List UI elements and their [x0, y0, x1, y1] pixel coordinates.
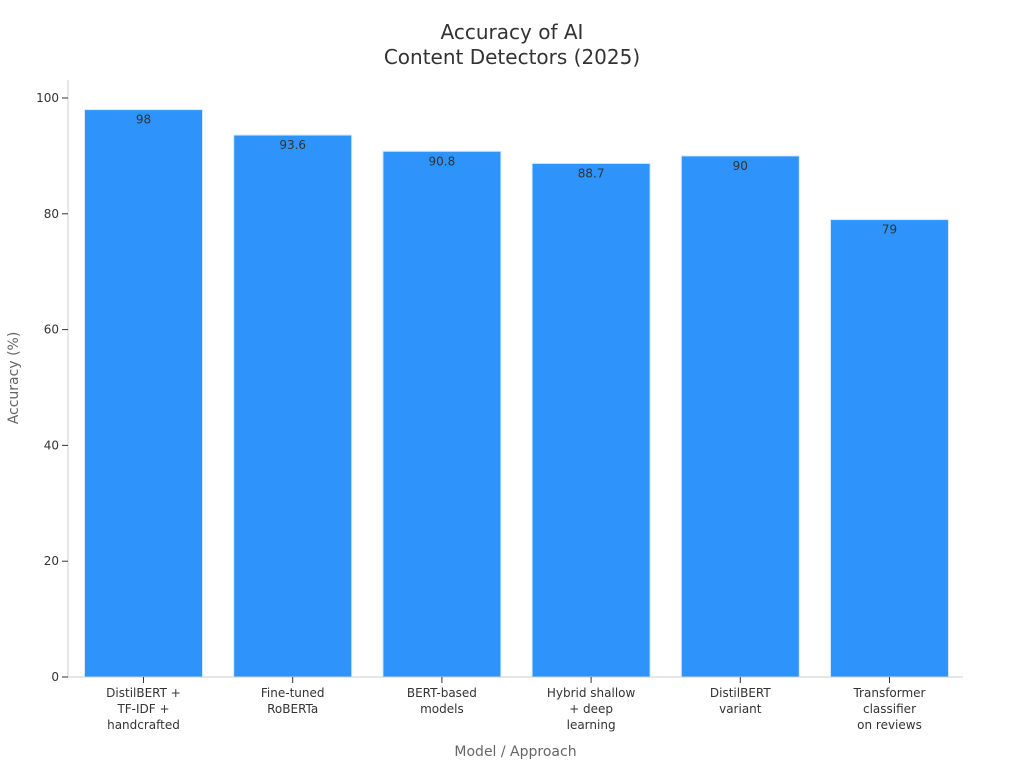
y-axis-label: Accuracy (%)	[6, 332, 22, 425]
bar-value-label: 98	[136, 113, 151, 127]
x-tick-label-line: + deep	[569, 702, 613, 716]
y-tick-label: 60	[44, 323, 59, 337]
x-tick-label: Hybrid shallow + deep learning	[547, 686, 636, 732]
x-tick-label-line: handcrafted	[107, 718, 180, 732]
x-tick-label-line: models	[420, 702, 464, 716]
bar	[382, 150, 502, 678]
data-labels-group: 98 93.6 90.8 88.7 90 79	[136, 113, 897, 237]
bar-value-label: 79	[882, 223, 897, 237]
y-tick-label: 40	[44, 438, 59, 452]
chart-title-line-1: Accuracy of AI	[440, 20, 584, 44]
bar	[84, 109, 203, 678]
x-tick-label: DistilBERT variant	[710, 686, 771, 716]
x-tick-label-line: Fine-tuned	[261, 686, 325, 700]
x-tick-label-line: BERT-based	[407, 686, 477, 700]
bar	[830, 219, 949, 678]
x-tick-label-line: Transformer	[852, 686, 925, 700]
x-tick-label: Fine-tuned RoBERTa	[261, 686, 325, 716]
x-tick-label-line: Hybrid shallow	[547, 686, 636, 700]
y-tick-label: 100	[36, 91, 59, 105]
x-tick-label-line: DistilBERT +	[106, 686, 181, 700]
x-tick-label-line: learning	[567, 718, 616, 732]
y-ticks-group: 0 20 40 60 80 100	[36, 91, 68, 684]
x-axis-label: Model / Approach	[454, 744, 576, 760]
chart-title: Accuracy of AI Content Detectors (2025)	[0, 20, 1024, 70]
bar-value-label: 90	[733, 159, 748, 173]
bar-value-label: 88.7	[578, 166, 605, 180]
x-tick-label-line: variant	[719, 702, 762, 716]
bar	[531, 162, 651, 678]
x-tick-label-line: TF-IDF +	[116, 702, 169, 716]
x-tick-label-line: DistilBERT	[710, 686, 771, 700]
chart-title-line-2: Content Detectors (2025)	[383, 45, 641, 69]
bar	[680, 155, 800, 678]
y-tick-label: 80	[44, 207, 59, 221]
y-tick-label: 0	[51, 670, 59, 684]
x-tick-label: DistilBERT + TF-IDF + handcrafted	[106, 686, 181, 732]
x-tick-label-line: classifier	[863, 702, 916, 716]
bar	[233, 134, 353, 678]
x-tick-label: BERT-based models	[407, 686, 477, 716]
x-tick-label-line: RoBERTa	[267, 702, 318, 716]
x-tick-label-line: on reviews	[857, 718, 922, 732]
x-ticks-group: DistilBERT + TF-IDF + handcrafted Fine-tune…	[106, 677, 926, 732]
bar-value-label: 93.6	[279, 138, 306, 152]
x-tick-label: Transformer classifier on reviews	[852, 686, 925, 732]
bars-group	[84, 109, 949, 678]
y-tick-label: 20	[44, 554, 59, 568]
bar-value-label: 90.8	[429, 154, 456, 168]
